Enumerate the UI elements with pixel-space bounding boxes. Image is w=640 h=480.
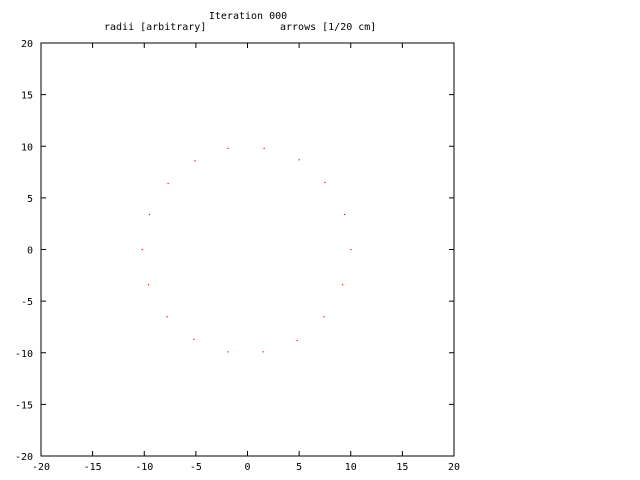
x-tick-label: 10 bbox=[345, 462, 357, 473]
data-point bbox=[263, 147, 265, 150]
x-tick-label: -10 bbox=[135, 462, 153, 473]
x-tick-label: -15 bbox=[84, 462, 102, 473]
data-point bbox=[194, 160, 196, 162]
y-tick-label: 10 bbox=[21, 142, 33, 153]
data-point bbox=[350, 249, 352, 251]
x-tick-label: -20 bbox=[32, 462, 50, 473]
plot-frame bbox=[40, 42, 455, 457]
data-point bbox=[296, 339, 298, 342]
data-point bbox=[141, 249, 143, 251]
data-point bbox=[227, 351, 229, 353]
x-tick-label: 15 bbox=[396, 462, 408, 473]
y-tick-label: 5 bbox=[27, 194, 33, 205]
data-point bbox=[193, 338, 195, 341]
chart-subtitle-right: arrows [1/20 cm] bbox=[280, 22, 376, 33]
data-point bbox=[344, 213, 346, 216]
x-tick-label: 0 bbox=[244, 462, 250, 473]
y-tick-label: -10 bbox=[15, 349, 33, 360]
data-point bbox=[324, 181, 326, 184]
data-point bbox=[148, 213, 151, 216]
y-tick-label: 0 bbox=[27, 246, 33, 257]
data-point bbox=[262, 351, 264, 353]
x-tick-labels: -20 -15 -10 -5 0 5 10 15 20 bbox=[32, 462, 460, 473]
data-point bbox=[167, 182, 169, 185]
chart-title: Iteration 000 bbox=[209, 11, 287, 22]
y-tick-label: 20 bbox=[21, 39, 33, 50]
data-point bbox=[227, 147, 229, 150]
y-tick-labels: 20 15 10 5 0 -5 -10 -15 -20 bbox=[15, 39, 33, 463]
data-points bbox=[141, 147, 352, 353]
data-point bbox=[323, 316, 325, 318]
y-tick-label: 15 bbox=[21, 91, 33, 102]
axis-ticks bbox=[40, 42, 455, 457]
data-point bbox=[341, 284, 344, 286]
x-tick-label: 20 bbox=[448, 462, 460, 473]
data-point bbox=[298, 159, 300, 161]
data-point bbox=[166, 316, 168, 318]
x-tick-label: -5 bbox=[190, 462, 202, 473]
y-tick-label: -5 bbox=[21, 297, 33, 308]
x-tick-label: 5 bbox=[296, 462, 302, 473]
y-tick-label: -20 bbox=[15, 452, 33, 463]
chart-subtitle-left: radii [arbitrary] bbox=[104, 22, 206, 33]
y-tick-label: -15 bbox=[15, 400, 33, 411]
data-point bbox=[147, 284, 150, 286]
